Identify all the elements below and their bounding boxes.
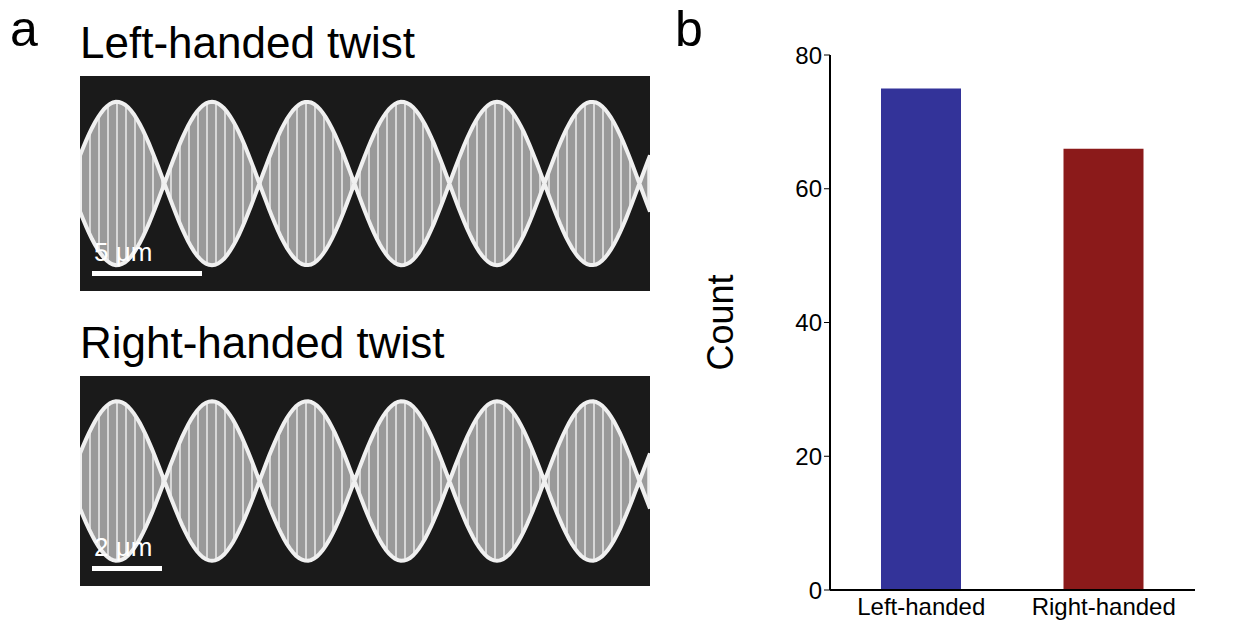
- svg-text:5 μm: 5 μm: [94, 237, 152, 267]
- svg-text:40: 40: [795, 309, 822, 336]
- svg-text:Count: Count: [700, 274, 741, 370]
- html-text:Right-handed twist: Right-handed twist: [80, 318, 445, 367]
- svg-text:60: 60: [795, 175, 822, 202]
- svg-text:Left-handed: Left-handed: [857, 593, 985, 620]
- html-text:b: b: [675, 1, 703, 57]
- html-text:a: a: [10, 1, 38, 57]
- html-text:Left-handed twist: Left-handed twist: [80, 18, 416, 67]
- svg-text:2 μm: 2 μm: [94, 532, 152, 562]
- svg-text:Right-handed: Right-handed: [1032, 593, 1176, 620]
- svg-text:80: 80: [795, 42, 822, 69]
- svg-text:0: 0: [809, 577, 822, 604]
- svg-text:20: 20: [795, 443, 822, 470]
